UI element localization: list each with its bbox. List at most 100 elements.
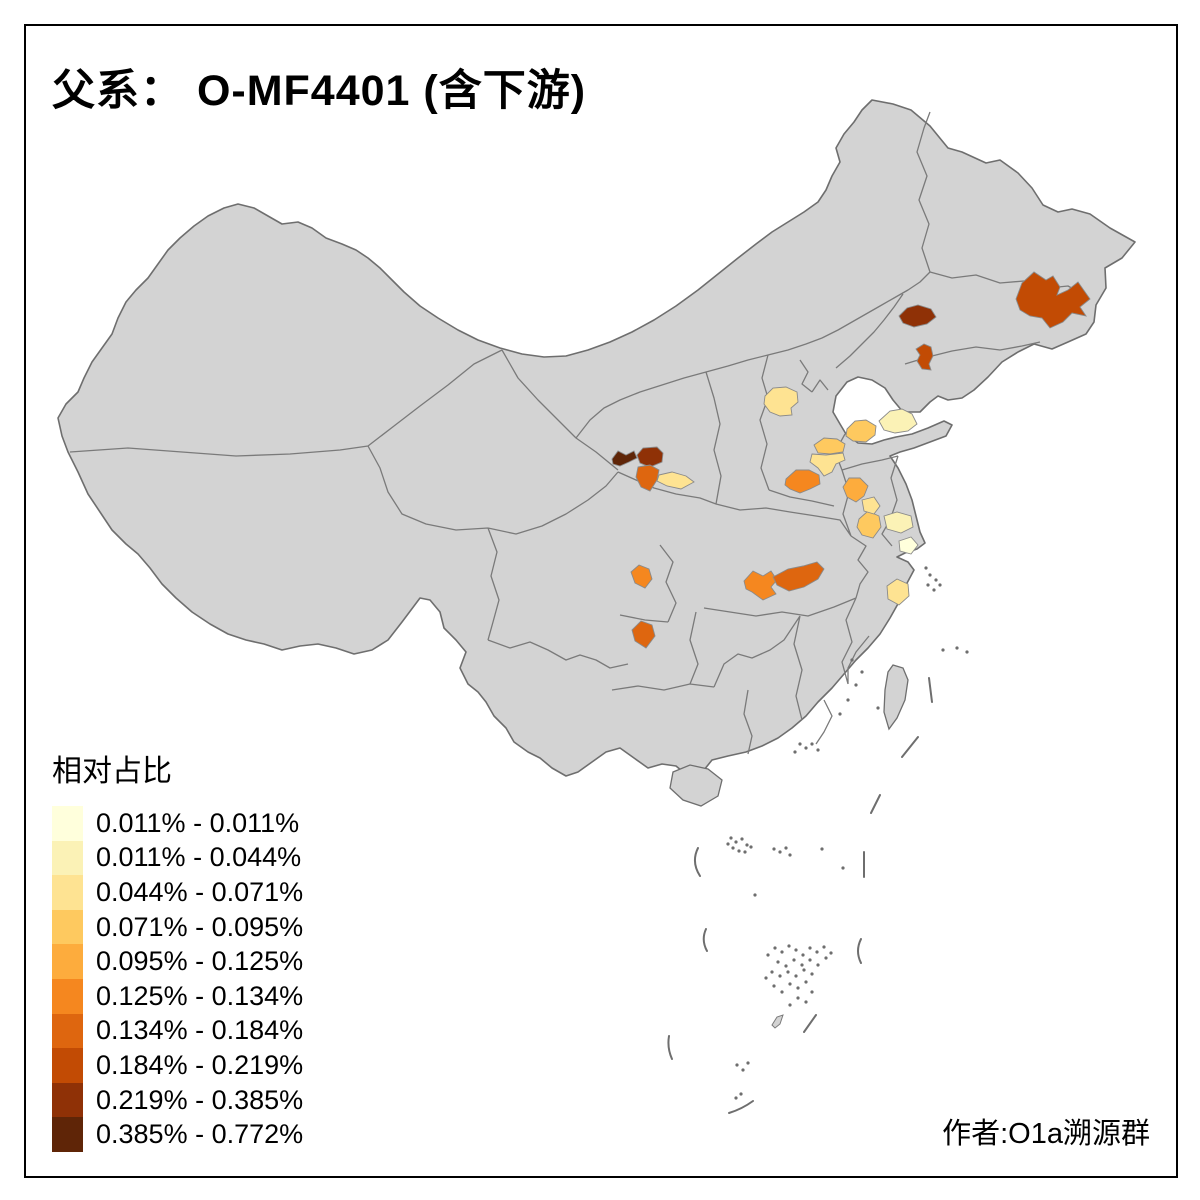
islet-dot	[793, 750, 797, 754]
islet-dot	[726, 842, 730, 846]
legend-swatch	[52, 1048, 83, 1083]
map-region-tianshui-orange	[635, 464, 660, 492]
legend-swatch	[52, 1013, 83, 1049]
map-region-liaoning-spot	[915, 343, 934, 371]
islet-dot	[932, 588, 936, 592]
islet-dot	[802, 968, 806, 972]
islet-dot	[778, 850, 782, 854]
islet-dot	[798, 742, 802, 746]
islet-dot	[734, 840, 738, 844]
islet-dot	[924, 566, 928, 570]
legend-row: 0.219% - 0.385%	[52, 1082, 304, 1118]
islet-dot	[815, 950, 819, 954]
islet-dot	[788, 853, 792, 857]
islet-dot	[810, 742, 814, 746]
islet-dot	[788, 982, 792, 986]
islet-dot	[794, 948, 798, 952]
islet-dot	[788, 1003, 792, 1007]
islet-dot	[822, 945, 826, 949]
islet-dot	[729, 836, 733, 840]
islet-dot	[934, 578, 938, 582]
legend-label: 0.184% - 0.219%	[96, 1049, 304, 1080]
legend-row: 0.011% - 0.011%	[52, 806, 303, 841]
legend-label: 0.044% - 0.071%	[96, 876, 304, 907]
islet-dot	[801, 953, 805, 957]
map-region-gansu-dark-west	[611, 450, 638, 467]
taiwan-island	[883, 664, 909, 731]
map-region-northeast-east-blob	[1015, 271, 1091, 329]
page-title: 父系： O-MF4401 (含下游)	[52, 67, 587, 115]
legend-swatch	[52, 1117, 83, 1152]
map-region-gansu-dark-east	[636, 446, 664, 468]
islet-dot	[804, 1000, 808, 1004]
islet-dot	[808, 946, 812, 950]
china-mainland-outline	[57, 99, 1136, 787]
islet-dot	[772, 984, 776, 988]
map-region-hebei-pale	[763, 386, 799, 417]
islet-dot	[841, 866, 845, 870]
islet-dot	[796, 986, 800, 990]
islet-dot	[824, 956, 828, 960]
islet-dot	[938, 583, 942, 587]
islet-dot	[780, 950, 784, 954]
author-credit: 作者:O1a溯源群	[942, 1118, 1150, 1150]
islet-dot	[731, 846, 735, 850]
islet-dot	[928, 573, 932, 577]
islet-dot	[846, 698, 850, 702]
islet-dot	[829, 951, 833, 955]
province-borders-north	[575, 111, 1087, 439]
islet-dot	[778, 974, 782, 978]
islet-dots	[726, 566, 969, 1100]
map-region-sichuan-orange	[630, 564, 653, 589]
islet-dot	[860, 670, 864, 674]
legend-row: 0.134% - 0.184%	[52, 1013, 303, 1049]
highlighted-regions	[611, 271, 1091, 649]
islet-dot	[926, 583, 930, 587]
islet-dot	[808, 958, 812, 962]
islet-dot	[796, 996, 800, 1000]
islet-dot	[784, 964, 788, 968]
islet-dot	[753, 893, 757, 897]
map-region-jiangsu-east-cream	[883, 511, 914, 534]
islet-dot	[816, 963, 820, 967]
islet-dot	[749, 845, 753, 849]
legend-row: 0.011% - 0.044%	[52, 840, 303, 876]
islet-dot	[745, 843, 749, 847]
islet-dot	[787, 944, 791, 948]
islet-dot	[764, 976, 768, 980]
map-region-henan-north-golden	[813, 437, 846, 455]
legend-row: 0.125% - 0.134%	[52, 978, 303, 1014]
legend-row: 0.044% - 0.071%	[52, 875, 303, 910]
hainan-island	[669, 764, 723, 807]
islet-dot	[776, 960, 780, 964]
islet-dot	[800, 963, 804, 967]
map-region-henan-mid-pale	[809, 452, 846, 477]
legend-swatch	[52, 944, 83, 979]
islet-dot	[737, 849, 741, 853]
islet-dot	[780, 990, 784, 994]
islet-dot	[804, 980, 808, 984]
legend-swatch	[52, 978, 83, 1014]
map-region-shandong-peninsula-pale	[878, 408, 918, 434]
islet-dot	[792, 958, 796, 962]
legend: 相对占比 0.011% - 0.011% 0.011% - 0.044% 0.044…	[52, 746, 303, 1152]
legend-row: 0.184% - 0.219%	[52, 1048, 303, 1083]
province-borders-west	[69, 349, 629, 669]
legend-label: 0.219% - 0.385%	[96, 1084, 304, 1115]
islet-dot	[766, 953, 770, 957]
legend-swatch	[52, 909, 83, 945]
islet-dot	[941, 648, 945, 652]
islet-dot	[784, 846, 788, 850]
legend-row: 0.095% - 0.125%	[52, 944, 303, 979]
islet-dot	[965, 650, 969, 654]
islet-dot	[820, 847, 824, 851]
islet-dot	[773, 946, 777, 950]
map-region-anhui-north-orange	[842, 477, 869, 503]
legend-rows: 0.011% - 0.011% 0.011% - 0.044% 0.044% - 0…	[52, 806, 303, 1152]
islet-dot	[786, 970, 790, 974]
islet-dot	[734, 1096, 738, 1100]
islet-dot	[743, 850, 747, 854]
legend-swatch	[52, 806, 83, 841]
islet-dot	[854, 683, 858, 687]
